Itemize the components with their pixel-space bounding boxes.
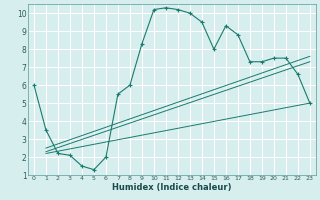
X-axis label: Humidex (Indice chaleur): Humidex (Indice chaleur) bbox=[112, 183, 232, 192]
